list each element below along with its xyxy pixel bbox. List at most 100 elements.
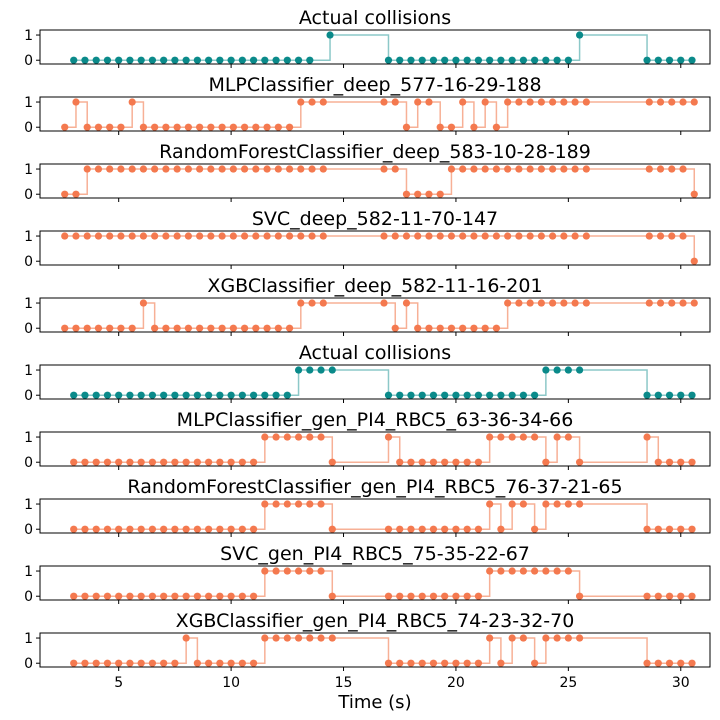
data-point <box>94 165 103 173</box>
data-point <box>481 324 489 332</box>
data-point <box>436 123 444 131</box>
data-point <box>531 391 539 399</box>
data-point <box>238 525 246 533</box>
data-point <box>263 123 271 131</box>
data-point <box>643 56 651 64</box>
data-point <box>81 525 89 533</box>
data-point <box>263 165 271 173</box>
data-point <box>81 659 89 667</box>
data-point <box>72 190 80 198</box>
data-point <box>173 232 181 240</box>
data-point <box>481 98 489 106</box>
data-point <box>103 56 112 64</box>
data-point <box>238 391 246 399</box>
data-point <box>319 165 327 173</box>
data-point <box>94 123 103 131</box>
data-point <box>463 458 471 466</box>
data-point <box>665 391 674 399</box>
data-point <box>690 257 698 265</box>
data-point <box>261 56 269 64</box>
data-point <box>137 659 145 667</box>
data-point <box>126 592 134 600</box>
panel-frame <box>39 364 711 400</box>
data-point <box>128 324 136 332</box>
data-point <box>549 98 557 106</box>
data-point <box>643 659 651 667</box>
data-point <box>459 232 467 240</box>
data-point <box>103 525 112 533</box>
data-point <box>283 391 291 399</box>
panel-title: Actual collisions <box>299 342 451 364</box>
data-point <box>205 525 213 533</box>
data-point <box>171 659 179 667</box>
data-point <box>151 165 159 173</box>
data-point <box>218 123 226 131</box>
data-point <box>249 659 258 667</box>
data-point <box>171 525 179 533</box>
data-point <box>92 592 100 600</box>
data-point <box>263 232 271 240</box>
data-point <box>81 458 89 466</box>
data-point <box>645 165 653 173</box>
data-point <box>688 592 696 600</box>
data-point <box>656 165 665 173</box>
data-point <box>227 458 235 466</box>
data-point <box>560 232 568 240</box>
data-point <box>391 98 399 106</box>
series-step-line <box>64 101 695 128</box>
series-step-line <box>73 436 693 463</box>
data-point <box>70 525 78 533</box>
data-point <box>252 123 260 131</box>
data-point <box>328 634 336 642</box>
data-point <box>571 165 579 173</box>
data-point <box>459 98 467 106</box>
data-point <box>492 324 501 332</box>
data-point <box>679 165 687 173</box>
data-point <box>139 165 148 173</box>
data-point <box>515 299 523 307</box>
data-point <box>474 525 483 533</box>
panel-frame <box>39 29 711 65</box>
data-point <box>81 56 89 64</box>
data-point <box>193 391 201 399</box>
data-point <box>272 56 280 64</box>
data-point <box>515 232 523 240</box>
data-point <box>115 458 123 466</box>
data-point <box>481 232 489 240</box>
data-point <box>564 567 572 575</box>
data-point <box>436 190 444 198</box>
data-point <box>486 391 494 399</box>
data-point <box>519 56 527 64</box>
data-point <box>117 324 125 332</box>
data-point <box>447 123 456 131</box>
data-point <box>308 299 316 307</box>
data-point <box>308 232 316 240</box>
data-point <box>575 634 584 642</box>
data-point <box>553 56 561 64</box>
data-point <box>679 98 687 106</box>
data-point <box>537 98 545 106</box>
data-point <box>519 634 527 642</box>
data-point <box>463 592 471 600</box>
data-point <box>205 391 213 399</box>
data-point <box>285 232 294 240</box>
data-point <box>274 324 282 332</box>
y-tick-label: 1 <box>24 363 33 379</box>
data-point <box>414 324 422 332</box>
data-point <box>436 232 444 240</box>
y-tick-label: 0 <box>24 589 33 605</box>
data-point <box>549 232 557 240</box>
data-point <box>297 232 305 240</box>
data-point <box>92 391 100 399</box>
data-point <box>492 232 501 240</box>
data-point <box>564 433 572 441</box>
data-point <box>229 165 237 173</box>
series-step-line <box>73 503 693 530</box>
data-point <box>688 525 696 533</box>
data-point <box>452 592 460 600</box>
data-point <box>182 634 190 642</box>
data-point <box>463 525 471 533</box>
y-tick-label: 1 <box>24 631 33 647</box>
data-point <box>218 232 226 240</box>
series-step-line <box>64 168 696 195</box>
